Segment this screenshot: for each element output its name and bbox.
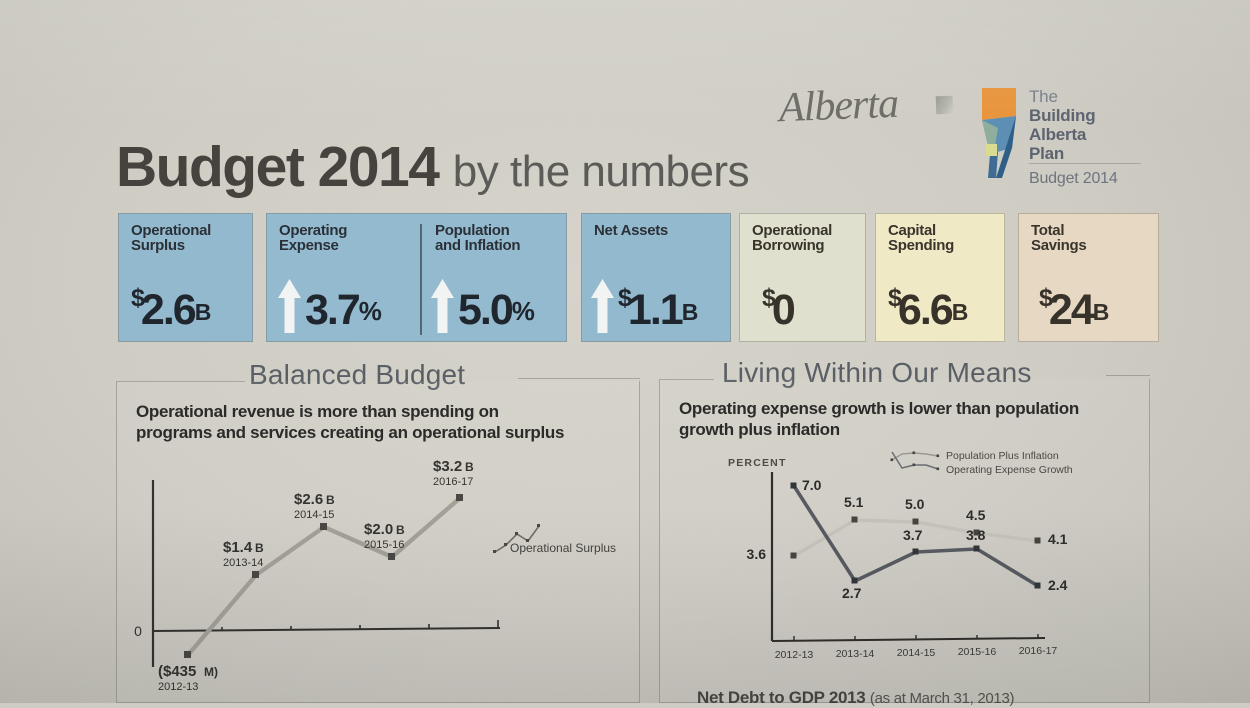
point-year-2012-13: 2012-13 xyxy=(158,681,198,693)
page-subtitle: by the numbers xyxy=(452,147,750,196)
alberta-flag-icon xyxy=(935,95,954,115)
svg-text:B: B xyxy=(396,523,405,537)
operational-surplus-points xyxy=(184,494,463,658)
operating-expense-growth-points xyxy=(790,482,1041,589)
stat-label: Total Savings xyxy=(1031,222,1087,254)
bap-line-1: The xyxy=(1029,87,1058,106)
living-within-our-means-chart: PERCENT 7.0 2.7 3.7 3.8 2.4 3.6 5.1 5.0 … xyxy=(728,450,1073,661)
svg-text:B: B xyxy=(255,541,264,555)
value-label-oeg-2012-13: 7.0 xyxy=(802,477,822,493)
bap-line-4: Plan xyxy=(1029,144,1065,163)
stat-box-operational-borrowing: Operational Borrowing $0 xyxy=(739,213,866,342)
right-panel-rule-right xyxy=(1106,375,1150,376)
stat-value: 5.0% xyxy=(430,273,535,333)
x-tick-2014-15: 2014-15 xyxy=(897,647,936,659)
left-panel-title: Balanced Budget xyxy=(249,359,466,390)
right-panel-title: Living Within Our Means xyxy=(722,357,1032,388)
value-label-oeg-2013-14: 2.7 xyxy=(842,585,862,601)
point-label-2015-16: $2.0 xyxy=(364,521,393,538)
net-debt-to-gdp-footer: Net Debt to GDP 2013 (as at March 31, 20… xyxy=(697,688,1015,707)
value-label-ppi-2014-15: 5.0 xyxy=(905,496,925,512)
x-tick-2016-17: 2016-17 xyxy=(1019,645,1058,657)
value-label-oeg-2014-15: 3.7 xyxy=(903,527,923,543)
balanced-budget-chart: 0 ($435 M) 2012-13 $1.4 B 2013-14 $2.6 B… xyxy=(134,458,616,693)
operational-surplus-line xyxy=(186,496,462,657)
point-label-2012-13: ($435 xyxy=(158,663,196,680)
legend-label-population-plus-inflation: Population Plus Inflation xyxy=(946,450,1059,462)
x-tick-2015-16: 2015-16 xyxy=(958,646,997,658)
stat-value: $24 B xyxy=(1039,284,1109,334)
svg-text:B: B xyxy=(326,493,335,507)
x-tick-2013-14: 2013-14 xyxy=(836,648,875,660)
stat-label: Net Assets xyxy=(594,222,668,239)
value-label-oeg-2015-16: 3.8 xyxy=(966,527,986,543)
chart-legend: Operational Surplus xyxy=(493,524,616,555)
left-panel-lede: Operational revenue is more than spendin… xyxy=(136,402,565,442)
point-label-2014-15: $2.6 xyxy=(294,491,323,508)
right-panel-rule-left xyxy=(660,379,714,380)
bap-divider xyxy=(1029,163,1141,164)
up-arrow-icon xyxy=(591,279,614,333)
x-axis-zero-line xyxy=(152,627,501,632)
right-panel-lede: Operating expense growth is lower than p… xyxy=(679,399,1079,439)
stat-box-net-assets: Net Assets $1.1 B xyxy=(581,213,731,342)
left-panel-rule-left xyxy=(117,381,245,382)
stat-value: $6.6 B xyxy=(888,284,968,334)
bap-line-2: Building xyxy=(1029,106,1096,125)
stat-value: 3.7% xyxy=(277,273,382,333)
point-label-2016-17: $3.2 xyxy=(433,458,462,475)
stat-box-divider xyxy=(420,224,422,335)
stat-value: $0 xyxy=(762,284,796,334)
stat-box-total-savings: Total Savings $24 B xyxy=(1018,213,1159,342)
point-year-2015-16: 2015-16 xyxy=(364,539,404,551)
value-label-ppi-2013-14: 5.1 xyxy=(844,494,864,510)
page-title-bold: Budget 2014 xyxy=(116,135,440,199)
point-year-2014-15: 2014-15 xyxy=(294,509,334,521)
stat-label: Capital Spending xyxy=(888,222,954,254)
value-label-ppi-2012-13: 3.6 xyxy=(747,546,767,562)
stat-label: Operational Surplus xyxy=(131,222,212,254)
point-year-2013-14: 2013-14 xyxy=(223,557,263,569)
svg-text:M): M) xyxy=(204,665,218,679)
stat-label: Operational Borrowing xyxy=(752,222,833,254)
up-arrow-icon xyxy=(431,279,454,333)
building-alberta-plan-text: The Building Alberta Plan xyxy=(1029,87,1096,163)
up-arrow-icon xyxy=(278,279,301,333)
alberta-wordmark: Alberta xyxy=(778,80,899,132)
stat-value: $2.6 B xyxy=(131,284,211,334)
zero-axis-label: 0 xyxy=(134,623,142,639)
stat-box-expense-and-population: Operating Expense 3.7% Population and Infl… xyxy=(266,213,567,342)
bap-budget-year: Budget 2014 xyxy=(1029,170,1118,187)
stat-label: Operating Expense xyxy=(279,222,348,254)
x-axis xyxy=(771,637,1046,642)
svg-text:B: B xyxy=(465,460,474,474)
bap-line-3: Alberta xyxy=(1029,125,1087,144)
left-panel-rule-right xyxy=(518,378,640,379)
stat-label: Population and Inflation xyxy=(435,222,521,254)
stat-box-capital-spending: Capital Spending $6.6 B xyxy=(875,213,1005,342)
stat-box-operational-surplus: Operational Surplus $2.6 B xyxy=(118,213,253,342)
value-label-oeg-2016-17: 2.4 xyxy=(1048,577,1068,593)
point-year-2016-17: 2016-17 xyxy=(433,476,473,488)
building-alberta-plan-logo-icon xyxy=(982,88,1016,178)
legend-label-operational-surplus: Operational Surplus xyxy=(510,541,616,555)
value-label-ppi-2016-17: 4.1 xyxy=(1048,531,1068,547)
legend-label-operating-expense-growth: Operating Expense Growth xyxy=(946,464,1073,476)
stat-value: $1.1 B xyxy=(590,273,698,333)
chart-legend: Population Plus Inflation Operating Expe… xyxy=(890,450,1073,476)
right-panel xyxy=(659,379,1150,703)
x-tick-2012-13: 2012-13 xyxy=(775,649,814,661)
left-panel xyxy=(116,381,640,703)
axis-label-percent: PERCENT xyxy=(728,457,787,469)
population-plus-inflation-points xyxy=(790,516,1041,559)
point-label-2013-14: $1.4 xyxy=(223,539,253,556)
page-title: Budget 2014 by the numbers xyxy=(116,139,750,196)
value-label-ppi-2015-16: 4.5 xyxy=(966,507,986,523)
